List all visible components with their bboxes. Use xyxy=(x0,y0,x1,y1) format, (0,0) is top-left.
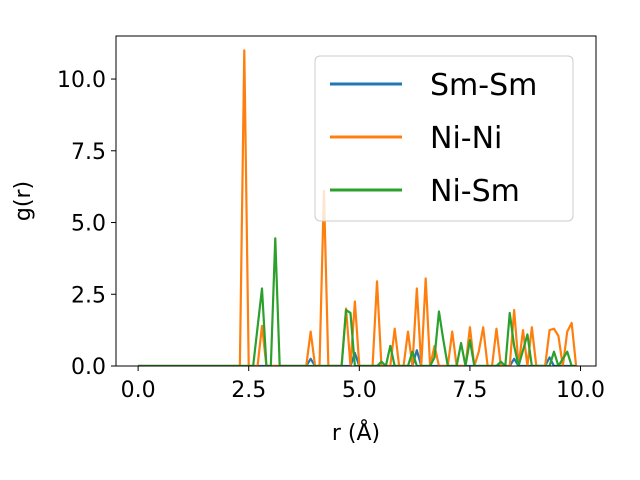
legend-label: Ni-Sm xyxy=(430,174,520,209)
legend-box xyxy=(314,55,574,222)
series-line-ni-sm xyxy=(138,237,577,366)
x-axis-label: r (Å) xyxy=(332,419,380,446)
legend: Sm-Sm Ni-Ni Ni-Sm xyxy=(314,55,574,222)
y-tick-label: 5.0 xyxy=(71,212,106,237)
series-layer xyxy=(138,49,578,366)
x-tick-label: 7.5 xyxy=(452,378,487,403)
x-axis: 0.0 2.5 5.0 7.5 10.0 xyxy=(121,366,605,403)
x-tick-label: 5.0 xyxy=(342,378,377,403)
x-tick-label: 2.5 xyxy=(231,378,266,403)
legend-label: Ni-Ni xyxy=(430,121,502,156)
y-tick-label: 0.0 xyxy=(71,355,106,380)
series-line-sm-sm xyxy=(138,349,577,366)
series-line-ni-ni xyxy=(138,49,578,366)
series-lines xyxy=(138,49,578,366)
y-axis: 0.0 2.5 5.0 7.5 10.0 xyxy=(57,68,116,380)
legend-label: Sm-Sm xyxy=(430,68,537,103)
x-tick-label: 10.0 xyxy=(556,378,605,403)
y-tick-label: 2.5 xyxy=(71,283,106,308)
x-tick-label: 0.0 xyxy=(121,378,156,403)
y-tick-label: 7.5 xyxy=(71,140,106,165)
y-axis-label: g(r) xyxy=(11,181,36,221)
y-tick-label: 10.0 xyxy=(57,68,106,93)
plot-area-frame xyxy=(115,35,597,367)
